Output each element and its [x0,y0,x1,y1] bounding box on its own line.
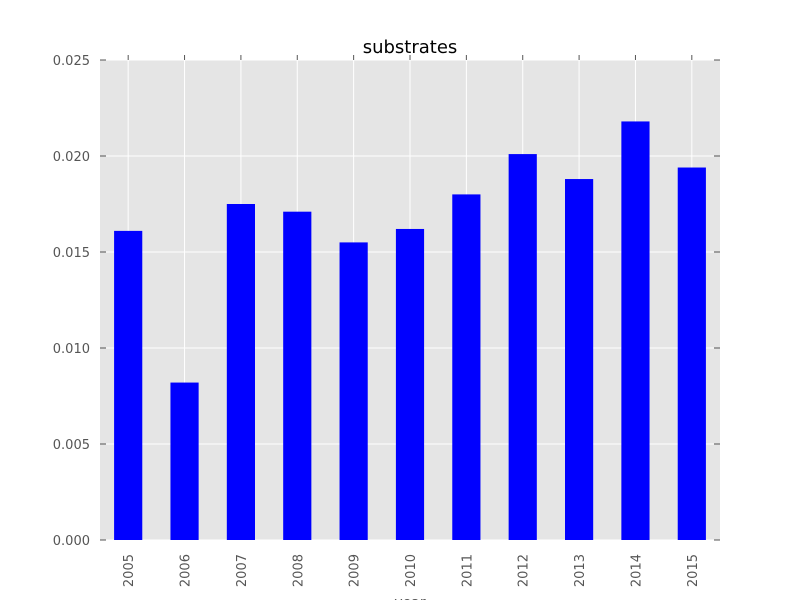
bar-2010 [395,228,425,540]
y-tick-label: 0.015 [53,246,90,261]
bar-2009 [339,242,368,540]
x-tick-label: 2013 [573,554,588,587]
x-tick-label: 2014 [629,554,644,587]
x-tick-label: 2006 [179,554,194,587]
x-tick-label: 2015 [686,554,701,587]
bar-2008 [283,211,312,540]
x-tick-label: 2011 [460,554,475,587]
x-tick-label: 2012 [517,554,532,587]
y-tick-label: 0.000 [53,534,90,549]
bar-2012 [508,154,537,540]
y-tick-label: 0.020 [53,150,90,165]
bar-2005 [114,230,143,540]
chart-title: substrates [363,37,458,58]
x-tick-label: 2009 [348,554,363,587]
y-axis: 0.000 0.005 0.010 0.015 0.020 0.025 [53,54,720,549]
y-tick-label: 0.005 [53,438,90,453]
bars-group [114,121,706,541]
x-tick-label: 2005 [122,554,137,587]
x-axis-label: year [394,595,425,600]
bar-2013 [565,179,594,541]
x-tick-label: 2010 [404,554,419,587]
x-tick-label: 2008 [291,554,306,587]
bar-2006 [170,382,199,540]
y-tick-label: 0.025 [53,54,90,69]
bar-2014 [621,121,650,540]
bar-2011 [452,194,481,540]
x-tick-label: 2007 [235,554,250,587]
x-axis: 2005 2006 2007 2008 2009 2010 2011 2012 2013 2014… [122,55,701,587]
bar-2007 [226,204,255,540]
y-tick-label: 0.010 [53,342,90,357]
bar-2015 [677,167,706,540]
